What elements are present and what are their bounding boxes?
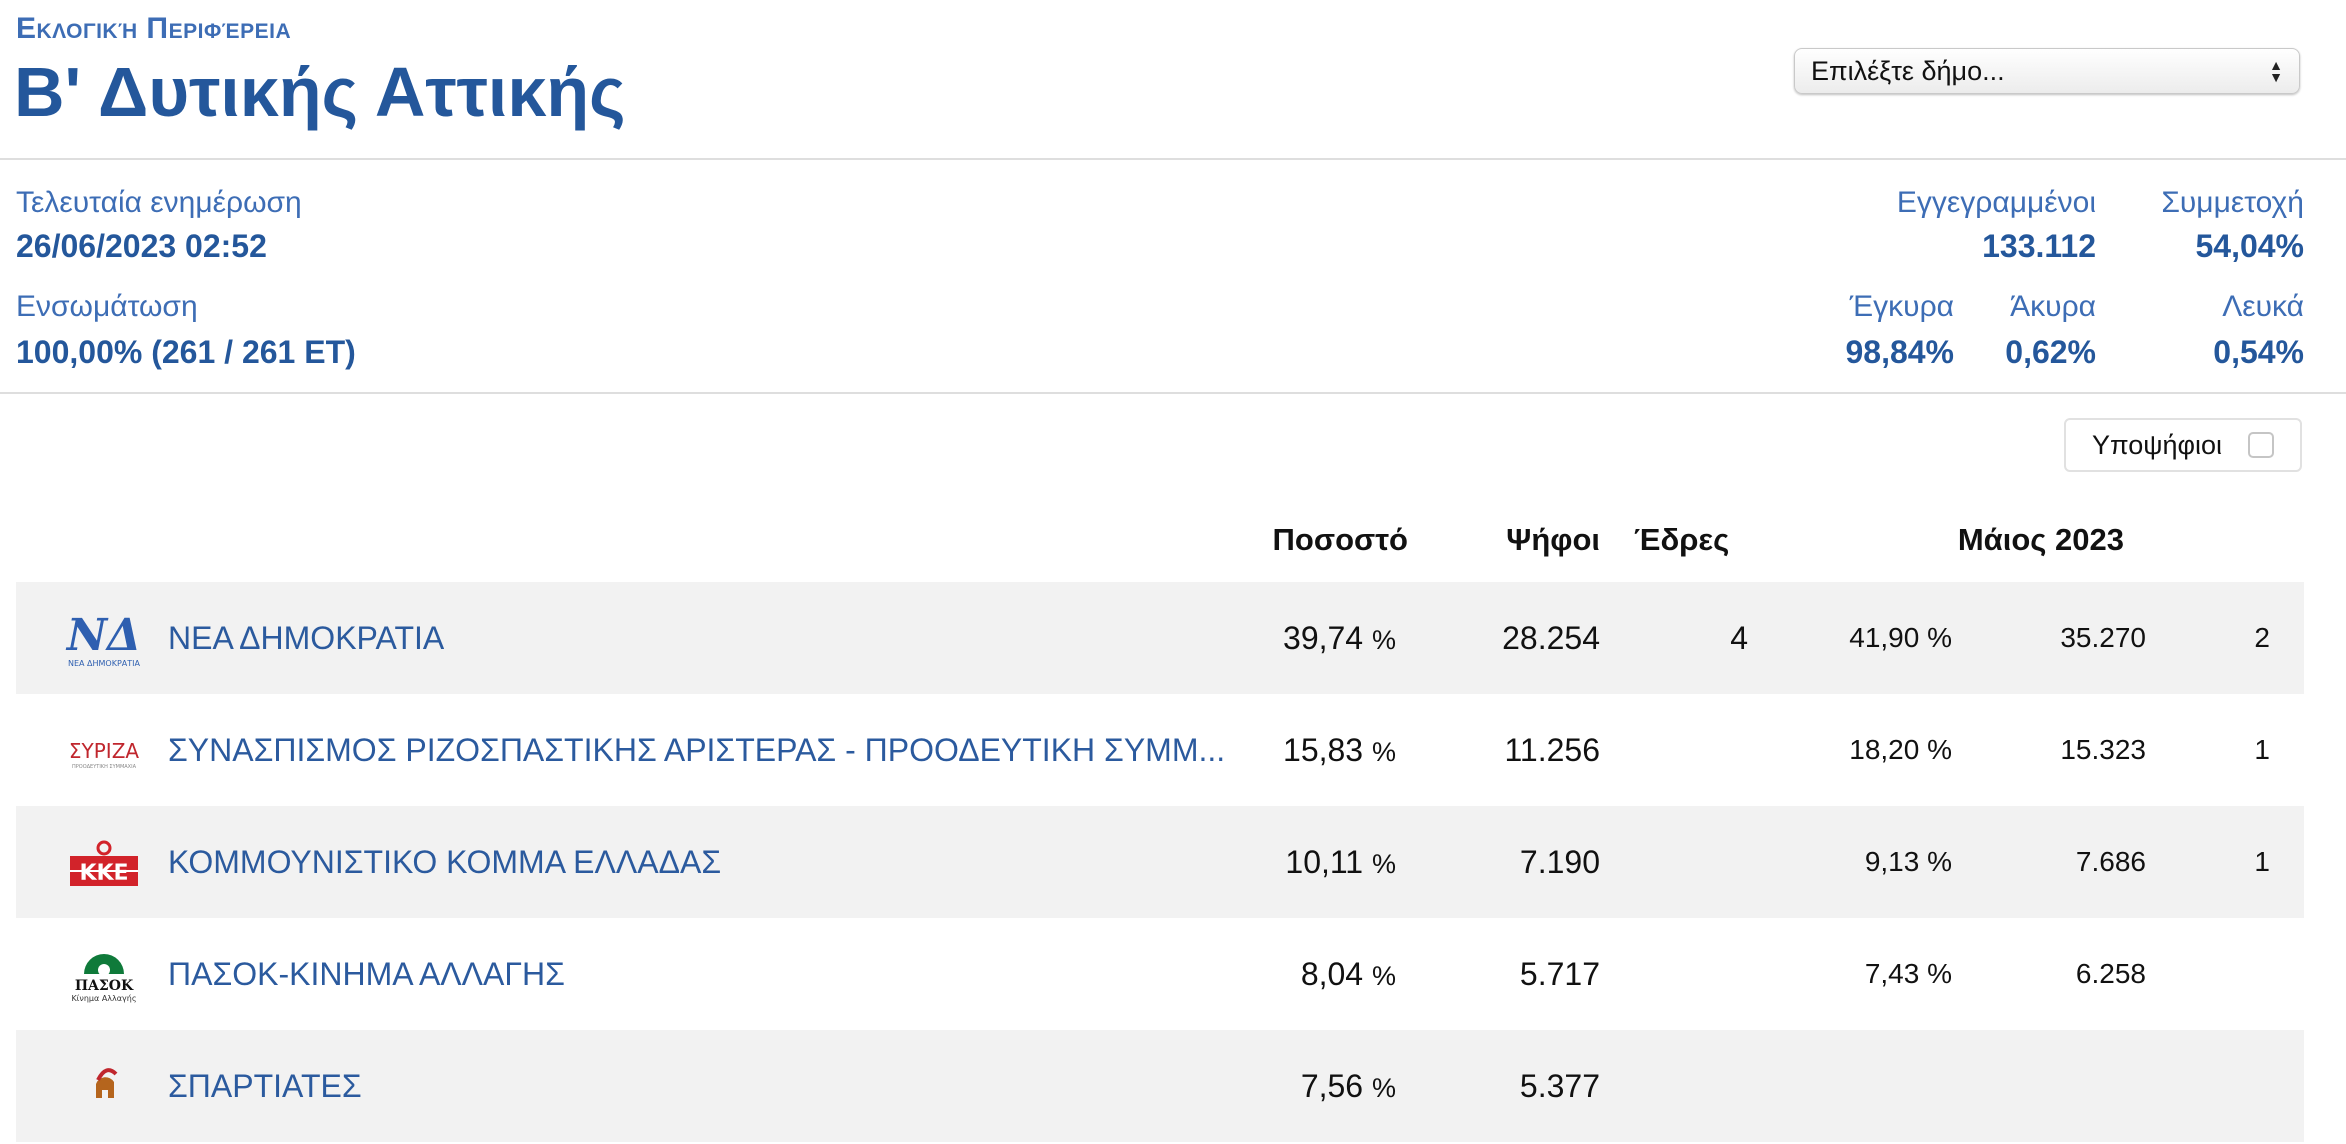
party-percent: 15,83 %	[1283, 732, 1396, 768]
registered-label: Εγγεγραμμένοι	[1896, 186, 2096, 219]
party-percent: 10,11 %	[1285, 844, 1396, 880]
party-votes: 7.190	[1519, 844, 1600, 880]
select-arrows-icon: ▲ ▼	[2269, 57, 2283, 85]
prev-seats	[2166, 918, 2270, 1030]
pasok-logo: ΠΑΣΟΚ Κίνημα Αλλαγής	[62, 946, 146, 1006]
party-votes: 5.377	[1519, 1068, 1600, 1104]
divider	[0, 158, 2346, 160]
party-percent: 8,04 %	[1300, 956, 1396, 992]
blank-value: 0,54%	[2213, 334, 2304, 370]
svg-text:ΠΑΣΟΚ: ΠΑΣΟΚ	[75, 978, 134, 994]
invalid-label: Άκυρα	[2010, 290, 2096, 323]
party-seats	[1656, 694, 1748, 806]
prev-seats	[2166, 1030, 2270, 1142]
integration-label: Ενσωμάτωση	[16, 290, 198, 323]
party-seats	[1656, 918, 1748, 1030]
last-update-value: 26/06/2023 02:52	[16, 228, 267, 264]
party-percent: 39,74 %	[1283, 620, 1396, 656]
candidates-toggle-label: Υποψήφιοι	[2092, 429, 2223, 460]
region-title: Β' Δυτικής Αττικής	[14, 53, 626, 131]
turnout-value: 54,04%	[2195, 228, 2304, 264]
party-votes: 28.254	[1502, 620, 1600, 656]
party-row-spartiates[interactable]: ΣΠΑΡΤΙΑΤΕΣ 7,56 % 5.377	[16, 1030, 2304, 1142]
party-name[interactable]: ΠΑΣΟΚ-ΚΙΝΗΜΑ ΑΛΛΑΓΗΣ	[168, 956, 565, 992]
valid-label: Έγκυρα	[1849, 290, 1954, 323]
svg-text:ΚΚΕ: ΚΚΕ	[79, 861, 128, 886]
candidates-toggle[interactable]: Υποψήφιοι	[2064, 418, 2302, 472]
nd-logo: ΝΔ ΝΕΑ ΔΗΜΟΚΡΑΤΙΑ	[62, 610, 146, 670]
svg-text:Κίνημα Αλλαγής: Κίνημα Αλλαγής	[71, 994, 136, 1003]
header-votes: Ψήφοι	[1506, 522, 1600, 557]
prev-votes: 6.258	[2075, 958, 2146, 989]
party-percent: 7,56 %	[1300, 1068, 1396, 1104]
svg-text:ΣΥΡΙΖΑ: ΣΥΡΙΖΑ	[69, 739, 140, 763]
party-votes: 11.256	[1504, 732, 1601, 768]
region-label: Εκλογική Περιφέρεια	[16, 12, 292, 45]
kke-logo: ΚΚΕ	[62, 834, 146, 894]
party-row-pasok[interactable]: ΠΑΣΟΚ Κίνημα Αλλαγής ΠΑΣΟΚ-ΚΙΝΗΜΑ ΑΛΛΑΓΗ…	[16, 918, 2304, 1030]
integration-value: 100,00% (261 / 261 ΕΤ)	[16, 334, 356, 370]
header-previous: Μάιος 2023	[1957, 522, 2124, 557]
prev-votes: 15.323	[2060, 734, 2146, 765]
last-update-label: Τελευταία ενημέρωση	[16, 186, 302, 219]
party-seats	[1656, 806, 1748, 918]
prev-percent	[1756, 1030, 1952, 1142]
header-seats: Έδρες	[1634, 522, 1730, 557]
prev-percent: 41,90 %	[1849, 622, 1952, 653]
party-row-kke[interactable]: ΚΚΕ ΚΟΜΜΟΥΝΙΣΤΙΚΟ ΚΟΜΜΑ ΕΛΛΑΔΑΣ 10,11 % …	[16, 806, 2304, 918]
party-name[interactable]: ΚΟΜΜΟΥΝΙΣΤΙΚΟ ΚΟΜΜΑ ΕΛΛΑΔΑΣ	[168, 844, 722, 880]
prev-percent: 18,20 %	[1849, 734, 1952, 765]
spartiates-logo	[62, 1058, 146, 1118]
prev-seats: 1	[2254, 846, 2270, 877]
syriza-logo: ΣΥΡΙΖΑ ΠΡΟΟΔΕΥΤΙΚΗ ΣΥΜΜΑΧΙΑ	[62, 722, 146, 782]
party-votes: 5.717	[1519, 956, 1600, 992]
municipality-select[interactable]: Επιλέξτε δήμο... ▲ ▼	[1794, 48, 2300, 94]
turnout-label: Συμμετοχή	[2161, 186, 2304, 219]
prev-votes: 35.270	[2060, 622, 2146, 653]
party-name[interactable]: ΣΠΑΡΤΙΑΤΕΣ	[168, 1068, 362, 1104]
prev-votes: 7.686	[2075, 846, 2146, 877]
party-name[interactable]: ΝΕΑ ΔΗΜΟΚΡΑΤΙΑ	[168, 620, 445, 656]
prev-seats: 2	[2254, 622, 2270, 653]
prev-seats: 1	[2254, 734, 2270, 765]
registered-value: 133.112	[1982, 228, 2096, 264]
candidates-checkbox[interactable]	[2248, 432, 2274, 458]
party-row-nd[interactable]: ΝΔ ΝΕΑ ΔΗΜΟΚΡΑΤΙΑ ΝΕΑ ΔΗΜΟΚΡΑΤΙΑ 39,74 %…	[16, 582, 2304, 694]
header-percent: Ποσοστό	[1272, 522, 1408, 557]
valid-value: 98,84%	[1845, 334, 1954, 370]
divider	[0, 392, 2346, 394]
svg-text:ΠΡΟΟΔΕΥΤΙΚΗ ΣΥΜΜΑΧΙΑ: ΠΡΟΟΔΕΥΤΙΚΗ ΣΥΜΜΑΧΙΑ	[72, 764, 137, 770]
party-seats: 4	[1730, 620, 1748, 656]
party-row-syriza[interactable]: ΣΥΡΙΖΑ ΠΡΟΟΔΕΥΤΙΚΗ ΣΥΜΜΑΧΙΑ ΣΥΝΑΣΠΙΣΜΟΣ …	[16, 694, 2304, 806]
party-seats	[1656, 1030, 1748, 1142]
prev-percent: 7,43 %	[1864, 958, 1952, 989]
svg-text:ΝΔ: ΝΔ	[65, 610, 141, 661]
blank-label: Λευκά	[2222, 290, 2304, 323]
prev-votes	[1966, 1030, 2146, 1142]
prev-percent: 9,13 %	[1864, 846, 1952, 877]
party-name[interactable]: ΣΥΝΑΣΠΙΣΜΟΣ ΡΙΖΟΣΠΑΣΤΙΚΗΣ ΑΡΙΣΤΕΡΑΣ - ΠΡ…	[168, 732, 1226, 768]
invalid-value: 0,62%	[2005, 334, 2096, 370]
svg-text:ΝΕΑ ΔΗΜΟΚΡΑΤΙΑ: ΝΕΑ ΔΗΜΟΚΡΑΤΙΑ	[68, 659, 141, 668]
municipality-select-placeholder: Επιλέξτε δήμο...	[1811, 55, 2005, 86]
